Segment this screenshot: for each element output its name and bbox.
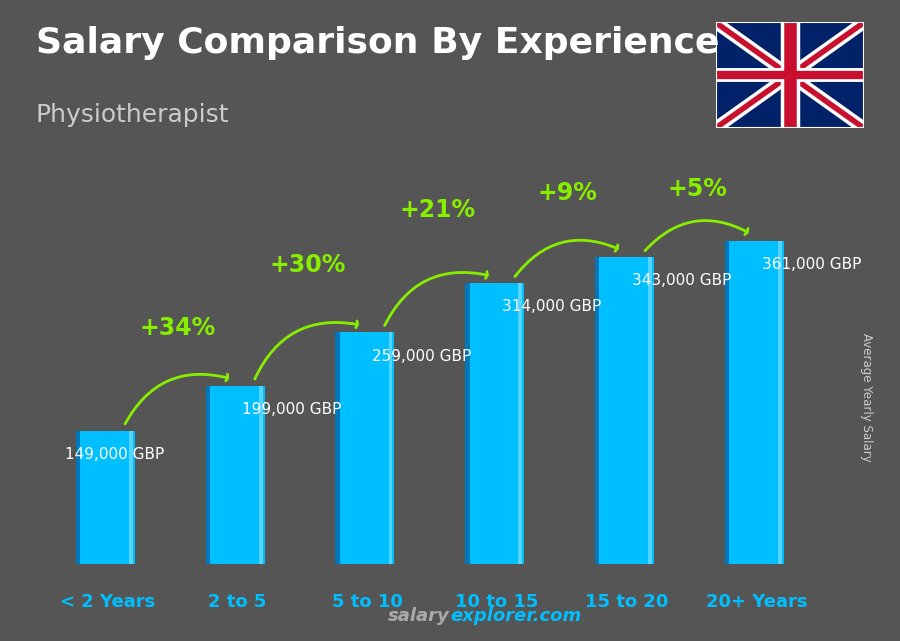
- Text: +34%: +34%: [140, 315, 216, 340]
- Bar: [259, 386, 263, 564]
- Bar: [340, 333, 394, 564]
- Text: explorer.com: explorer.com: [450, 607, 581, 625]
- Text: Average Yearly Salary: Average Yearly Salary: [860, 333, 872, 462]
- Text: +21%: +21%: [400, 199, 475, 222]
- Text: 149,000 GBP: 149,000 GBP: [65, 447, 164, 462]
- Bar: [778, 241, 782, 564]
- Text: 10 to 15: 10 to 15: [455, 593, 538, 611]
- Text: salary: salary: [388, 607, 450, 625]
- Text: 343,000 GBP: 343,000 GBP: [632, 274, 732, 288]
- Text: +9%: +9%: [537, 181, 598, 205]
- Text: 2 to 5: 2 to 5: [208, 593, 266, 611]
- Text: 15 to 20: 15 to 20: [585, 593, 669, 611]
- Bar: [80, 431, 135, 564]
- Text: +5%: +5%: [667, 177, 727, 201]
- Bar: [336, 333, 340, 564]
- Text: 361,000 GBP: 361,000 GBP: [761, 257, 861, 272]
- Bar: [729, 241, 784, 564]
- Text: Salary Comparison By Experience: Salary Comparison By Experience: [36, 26, 719, 60]
- Bar: [599, 257, 654, 564]
- Text: 20+ Years: 20+ Years: [706, 593, 807, 611]
- Bar: [129, 431, 133, 564]
- Bar: [518, 283, 522, 564]
- Bar: [205, 386, 210, 564]
- Bar: [648, 257, 652, 564]
- Bar: [465, 283, 470, 564]
- Text: Physiotherapist: Physiotherapist: [36, 103, 230, 126]
- Text: 314,000 GBP: 314,000 GBP: [502, 299, 601, 314]
- Bar: [725, 241, 729, 564]
- Text: +30%: +30%: [269, 253, 346, 277]
- Text: 199,000 GBP: 199,000 GBP: [242, 402, 342, 417]
- Bar: [76, 431, 80, 564]
- Bar: [210, 386, 265, 564]
- Text: < 2 Years: < 2 Years: [59, 593, 155, 611]
- Text: 5 to 10: 5 to 10: [331, 593, 402, 611]
- Bar: [389, 333, 392, 564]
- Text: 259,000 GBP: 259,000 GBP: [373, 349, 472, 363]
- Bar: [595, 257, 599, 564]
- Bar: [470, 283, 524, 564]
